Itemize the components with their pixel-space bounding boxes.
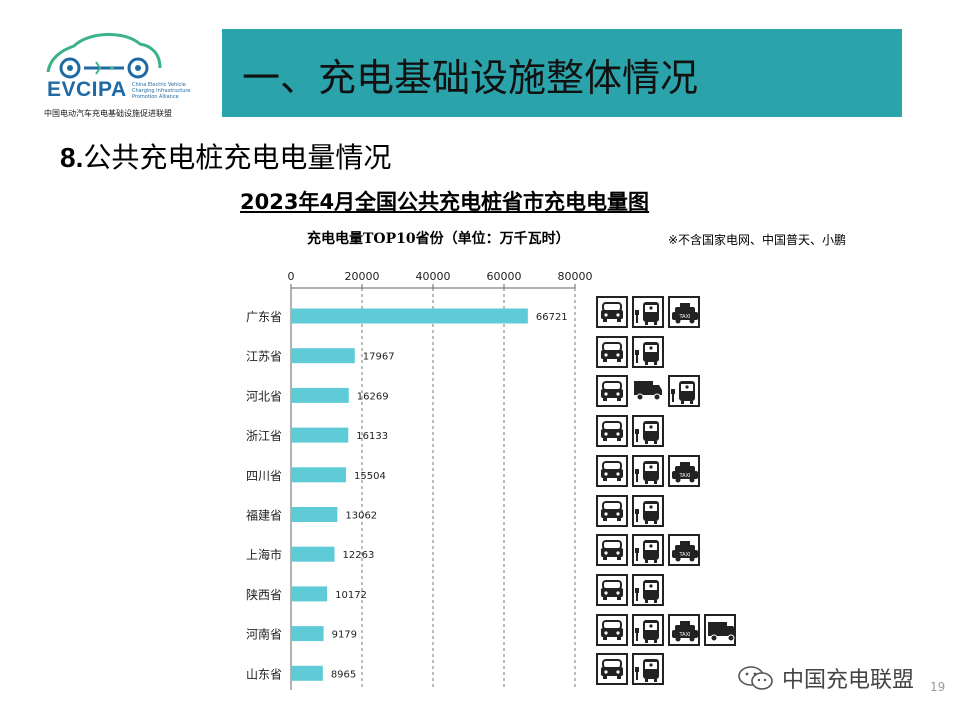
section-title: 8.公共充电桩充电电量情况 <box>60 136 391 176</box>
data-label: 9179 <box>332 630 357 641</box>
data-label: 10172 <box>335 590 367 601</box>
page-title: 一、充电基础设施整体情况 <box>242 56 699 100</box>
data-label: 66721 <box>536 312 568 323</box>
header-bar: 一、充电基础设施整体情况 <box>222 29 902 117</box>
bus-icon <box>632 573 664 606</box>
car-icon <box>596 494 628 527</box>
section-title-text: 公共充电桩充电电量情况 <box>83 141 392 174</box>
x-tick-label: 80000 <box>558 270 593 283</box>
data-label: 16133 <box>356 431 388 442</box>
svg-text:TAXI: TAXI <box>679 314 691 320</box>
data-label: 8965 <box>331 669 356 680</box>
x-tick-label: 40000 <box>416 270 451 283</box>
data-label: 12263 <box>343 550 375 561</box>
bar <box>291 427 349 443</box>
category-label: 浙江省 <box>246 429 282 443</box>
bus-icon <box>632 653 664 686</box>
car-icon <box>596 335 628 368</box>
x-tick-label: 20000 <box>345 270 380 283</box>
page-number: 19 <box>930 680 946 694</box>
data-label: 17967 <box>363 352 395 363</box>
bar <box>291 308 528 324</box>
car-icon <box>596 653 628 686</box>
bar <box>291 665 323 681</box>
category-label: 陕西省 <box>246 587 282 602</box>
svg-text:TAXI: TAXI <box>679 632 691 638</box>
category-label: 广东省 <box>246 310 282 324</box>
category-label: 上海市 <box>246 547 282 562</box>
svg-text:TAXI: TAXI <box>679 552 691 558</box>
taxi-icon: TAXI <box>668 613 700 646</box>
bar <box>291 586 328 602</box>
logo-title: EVCIPA <box>47 78 127 101</box>
truck-icon <box>632 375 664 407</box>
category-label: 江苏省 <box>246 350 282 364</box>
taxi-icon: TAXI <box>668 296 700 328</box>
bar <box>291 546 335 562</box>
bar <box>291 507 338 522</box>
bus-icon <box>632 613 664 646</box>
car-icon <box>596 613 628 646</box>
category-label: 四川省 <box>246 469 282 483</box>
bus-icon <box>632 534 664 567</box>
bus-icon <box>632 415 664 448</box>
chart-subtitle: 充电电量TOP10省份（单位：万千瓦时） <box>307 231 570 247</box>
bar <box>291 626 324 642</box>
logo-subtitle: China Electric Vehicle Charging Infrastr… <box>132 82 191 100</box>
category-label: 福建省 <box>246 508 282 523</box>
x-tick-label: 0 <box>288 270 295 283</box>
data-label: 16269 <box>357 391 389 402</box>
chart-title: 2023年4月全国公共充电桩省市充电电量图 <box>240 190 650 214</box>
car-icon <box>596 296 628 328</box>
bus-icon <box>632 494 664 527</box>
evcipa-logo: EVCIPA China Electric Vehicle Charging I… <box>40 28 210 120</box>
car-icon <box>596 415 628 448</box>
category-label: 河北省 <box>246 389 282 403</box>
svg-text:TAXI: TAXI <box>679 473 691 479</box>
category-label: 山东省 <box>246 667 282 681</box>
bus-icon <box>632 296 664 328</box>
watermark-text: 中国充电联盟 <box>782 668 915 693</box>
logo-car-icon <box>46 32 162 79</box>
logo-org-name: 中国电动汽车充电基础设施促进联盟 <box>44 109 172 118</box>
chart-note: ※不含国家电网、中国普天、小鹏 <box>668 233 847 247</box>
bus-icon <box>668 375 700 408</box>
car-icon <box>596 375 628 408</box>
taxi-icon: TAXI <box>668 454 700 487</box>
car-icon <box>596 573 628 606</box>
wechat-icon <box>736 664 776 698</box>
data-label: 13062 <box>345 511 377 522</box>
taxi-icon: TAXI <box>668 534 700 567</box>
bar <box>291 387 349 403</box>
category-label: 河南省 <box>246 627 282 642</box>
x-tick-label: 60000 <box>487 270 522 283</box>
section-number: 8. <box>60 142 84 173</box>
bar <box>291 348 355 364</box>
watermark: 中国充电联盟 <box>736 662 914 698</box>
bar <box>291 467 347 483</box>
car-icon <box>596 534 628 567</box>
bus-icon <box>632 454 664 487</box>
truck-icon <box>704 613 736 646</box>
data-label: 15504 <box>354 471 386 482</box>
car-icon <box>596 454 628 487</box>
bus-icon <box>632 335 664 368</box>
